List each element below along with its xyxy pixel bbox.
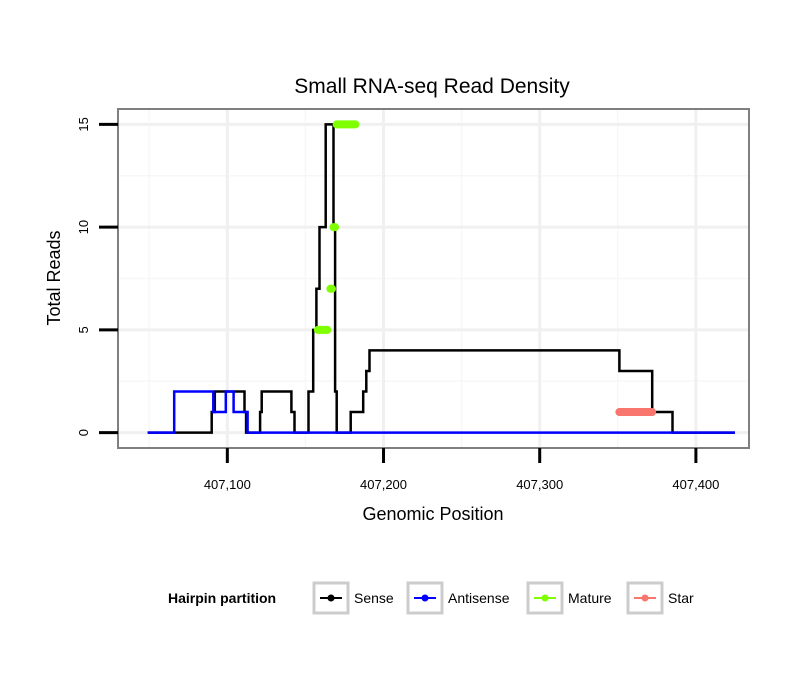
legend-label-mature: Mature (568, 590, 612, 606)
chart-title: Small RNA-seq Read Density (294, 75, 570, 98)
legend-item-mature: Mature (526, 581, 612, 615)
legend-key-point (541, 594, 549, 602)
y-tick-label: 0 (76, 429, 91, 436)
series-layer (147, 120, 735, 434)
grid-major (118, 109, 749, 448)
legend-key-point (327, 594, 335, 602)
legend-item-sense: Sense (312, 581, 394, 615)
legend: Hairpin partition Sense Antisense Mature St… (168, 581, 694, 615)
legend-label-sense: Sense (354, 590, 394, 606)
x-tick-label: 407,300 (516, 477, 563, 492)
y-tick-label: 5 (76, 326, 91, 333)
x-tick-label: 407,100 (204, 477, 251, 492)
y-axis: 0 5 10 15 (76, 117, 118, 436)
x-tick-label: 407,200 (360, 477, 407, 492)
series-antisense-line (147, 390, 735, 434)
legend-key-point (641, 594, 649, 602)
grid-minor (118, 109, 749, 448)
x-tick-label: 407,400 (672, 477, 719, 492)
y-axis-label: Total Reads (44, 230, 64, 325)
y-tick-label: 10 (76, 220, 91, 234)
x-axis: 407,100 407,200 407,300 407,400 (204, 448, 719, 492)
legend-key-point (421, 594, 429, 602)
legend-item-antisense: Antisense (406, 581, 510, 615)
legend-label-star: Star (668, 590, 694, 606)
legend-label-antisense: Antisense (448, 590, 510, 606)
legend-title: Hairpin partition (168, 590, 276, 606)
legend-item-star: Star (626, 581, 694, 615)
legend-key-box (626, 581, 664, 615)
plot-border (117, 108, 750, 449)
x-axis-label: Genomic Position (362, 504, 503, 524)
y-tick-label: 15 (76, 117, 91, 131)
